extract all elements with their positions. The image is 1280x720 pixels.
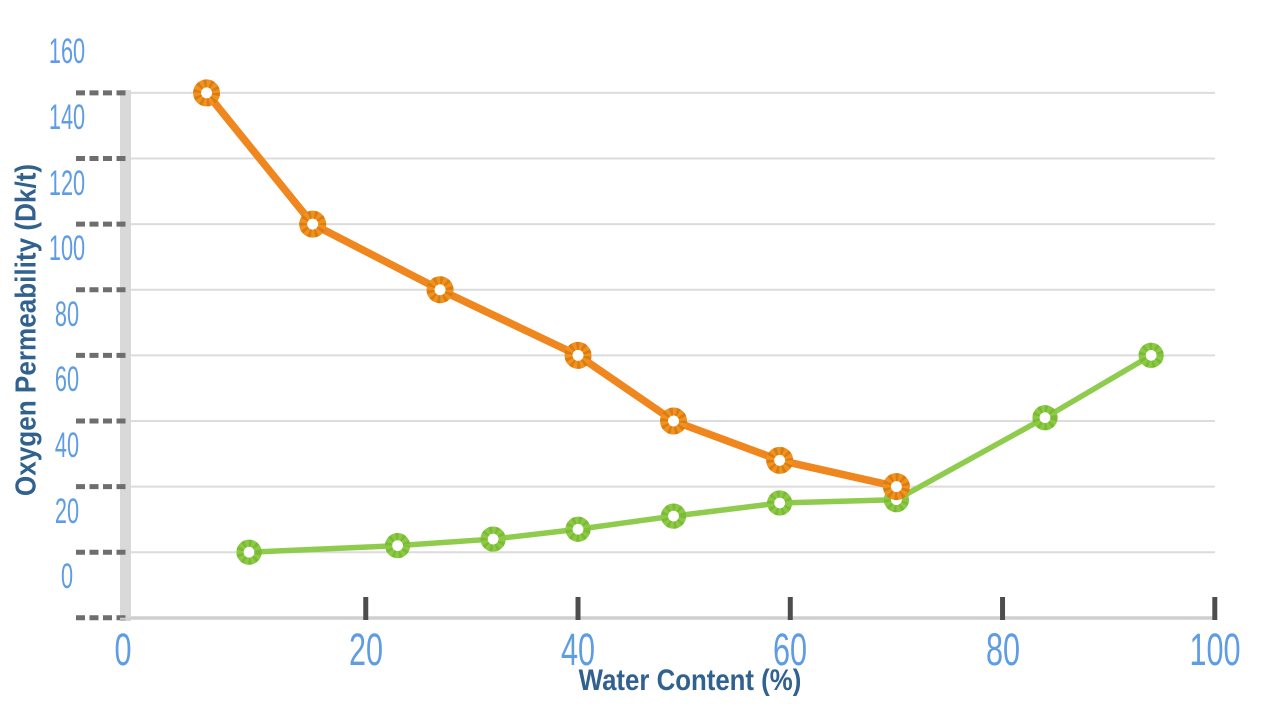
data-point-texture-orange-declining [426,276,454,304]
x-axis-title: Water Content (%) [578,664,802,697]
series-line-green-rising [246,352,1154,555]
data-point-texture-green-rising [384,533,411,559]
data-point-texture-green-rising [767,490,793,516]
data-point-texture-green-rising [660,503,687,529]
data-point-texture-orange-declining [193,79,221,107]
y-axis-title: Oxygen Permeability (Dk/t) [10,163,43,497]
data-point-texture-orange-declining [882,473,910,501]
data-point-texture-green-rising [883,487,910,513]
data-point-texture-orange-declining [766,446,794,474]
data-point-texture-orange-declining [299,210,327,238]
data-point-texture-orange-declining [564,341,592,369]
data-point-texture-green-rising [1138,342,1164,368]
data-point-texture-green-rising [236,539,262,565]
data-point-texture-green-rising [480,526,506,552]
data-point-texture-orange-declining [660,407,688,435]
data-point-texture-green-rising [1032,405,1058,431]
data-point-texture-green-rising [565,516,591,542]
